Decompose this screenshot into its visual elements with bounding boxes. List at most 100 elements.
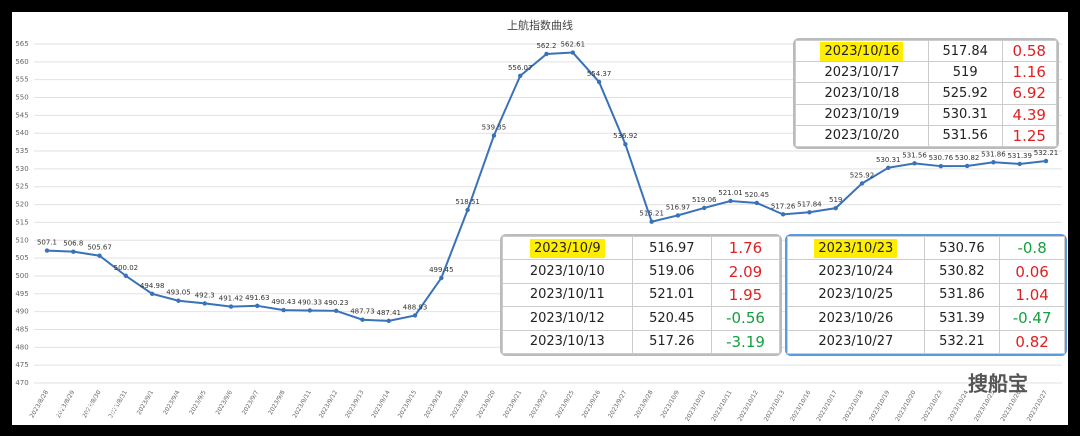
cell-text: 2023/10/20: [824, 128, 900, 144]
point: [307, 308, 313, 313]
cell-text: -0.47: [1012, 309, 1052, 328]
point: [754, 200, 760, 206]
point: [333, 308, 339, 314]
data-label: 499.45: [429, 266, 454, 274]
point: [1017, 161, 1022, 167]
cell-text: 531.39: [939, 310, 985, 326]
table-row: 2023/10/17 519 1.16: [795, 61, 1057, 84]
y-tick-label: 555: [15, 76, 28, 84]
cell-text: 2023/10/12: [529, 310, 605, 326]
y-tick-label: 560: [15, 58, 28, 66]
point: [176, 298, 181, 303]
cell-text: 2023/10/18: [824, 85, 900, 101]
cell-text: 2023/10/16: [820, 41, 904, 61]
y-tick-label: 475: [15, 361, 28, 369]
data-label: 539.35: [482, 124, 507, 132]
data-label: 531.56: [902, 151, 927, 159]
data-label: 562.2: [536, 42, 556, 50]
data-label: 506.8: [63, 240, 83, 248]
data-label: 493.05: [166, 289, 191, 297]
data-label: 516.97: [666, 203, 691, 211]
data-label: 490.43: [271, 298, 296, 306]
data-label: 488.93: [403, 303, 428, 311]
cell-text: 2023/10/10: [529, 264, 605, 280]
point: [570, 50, 575, 55]
table: 2023/10/23 530.76 -0.8 2023/10/24 530.82 0.06…: [787, 235, 1065, 355]
point: [859, 181, 865, 186]
cell-text: 4.39: [1012, 105, 1046, 124]
table-cell: 2023/10/12: [502, 306, 633, 331]
table-row: 2023/10/10 519.06 2.09: [502, 259, 780, 284]
point: [702, 205, 707, 211]
cell-text: 0.58: [1012, 42, 1046, 61]
table-cell: 517.84: [927, 39, 1003, 63]
cell-text: 520.45: [649, 310, 695, 326]
table-row: 2023/10/23 530.76 -0.8: [787, 235, 1065, 261]
data-label: 517.26: [771, 202, 796, 210]
table-cell: 530.76: [923, 235, 1001, 261]
y-tick-label: 540: [15, 129, 28, 137]
y-tick-label: 480: [15, 343, 28, 351]
point: [123, 273, 129, 279]
point: [202, 301, 207, 306]
table-cell: 0.58: [1001, 39, 1057, 63]
table-cell: 2023/10/20: [795, 124, 929, 148]
y-tick-label: 515: [15, 218, 28, 226]
table-cell: 1.16: [1001, 61, 1057, 84]
data-label: 518.51: [455, 198, 480, 206]
cell-text: 6.92: [1012, 84, 1046, 103]
data-label: 520.45: [745, 191, 770, 199]
cell-text: 1.25: [1012, 126, 1046, 145]
data-label: 490.23: [324, 299, 349, 307]
table-cell: 2023/10/23: [787, 235, 925, 261]
table-cell: 519: [927, 61, 1003, 84]
data-label: 487.41: [377, 309, 402, 317]
data-label: 492.3: [195, 291, 215, 299]
point: [281, 307, 286, 313]
data-label: 536.92: [613, 132, 638, 140]
data-label: 500.02: [114, 264, 139, 272]
point: [912, 161, 917, 166]
point: [991, 160, 996, 165]
table-cell: -3.19: [711, 329, 780, 355]
point: [964, 163, 970, 169]
table-row: 2023/10/18 525.92 6.92: [795, 82, 1057, 105]
cell-text: 2023/10/17: [824, 64, 900, 80]
cell-text: 2023/10/27: [818, 334, 894, 350]
table: 2023/10/16 517.84 0.58 2023/10/17 519 1.16 202…: [795, 39, 1057, 148]
table-cell: 1.76: [711, 235, 780, 261]
table-row: 2023/10/11 521.01 1.95: [502, 282, 780, 308]
cell-text: 530.31: [942, 107, 988, 123]
cell-text: 1.76: [728, 239, 763, 258]
data-label: 519.06: [692, 196, 717, 204]
data-label: 530.31: [876, 156, 901, 164]
point: [412, 313, 418, 318]
table-cell: 531.56: [927, 124, 1003, 148]
point: [623, 142, 628, 147]
y-tick-label: 565: [15, 40, 28, 48]
data-table: 2023/10/23 530.76 -0.8 2023/10/24 530.82 0.06…: [785, 234, 1067, 356]
data-label: 494.98: [140, 282, 165, 290]
point: [491, 133, 497, 138]
point: [1043, 158, 1049, 164]
table-cell: 2023/10/9: [502, 235, 633, 261]
table-row: 2023/10/9 516.97 1.76: [502, 235, 780, 261]
cell-text: -3.19: [726, 332, 765, 351]
table-cell: 2.09: [711, 259, 780, 284]
y-tick-label: 510: [15, 236, 28, 244]
table-row: 2023/10/13 517.26 -3.19: [502, 329, 780, 355]
data-label: 531.86: [981, 150, 1006, 158]
cell-text: 519: [952, 64, 978, 80]
data-label: 505.67: [87, 244, 112, 252]
table-cell: 2023/10/17: [795, 61, 929, 84]
cell-text: 532.21: [939, 334, 985, 350]
point: [596, 79, 602, 85]
table-cell: 1.04: [999, 282, 1065, 308]
data-label: 521.01: [718, 189, 743, 197]
point: [938, 163, 944, 169]
point: [728, 198, 733, 204]
point: [833, 205, 838, 211]
cell-text: 2023/10/13: [529, 334, 605, 350]
table: 2023/10/9 516.97 1.76 2023/10/10 519.06 2.09 2…: [502, 235, 780, 355]
cell-text: 1.95: [728, 285, 763, 304]
